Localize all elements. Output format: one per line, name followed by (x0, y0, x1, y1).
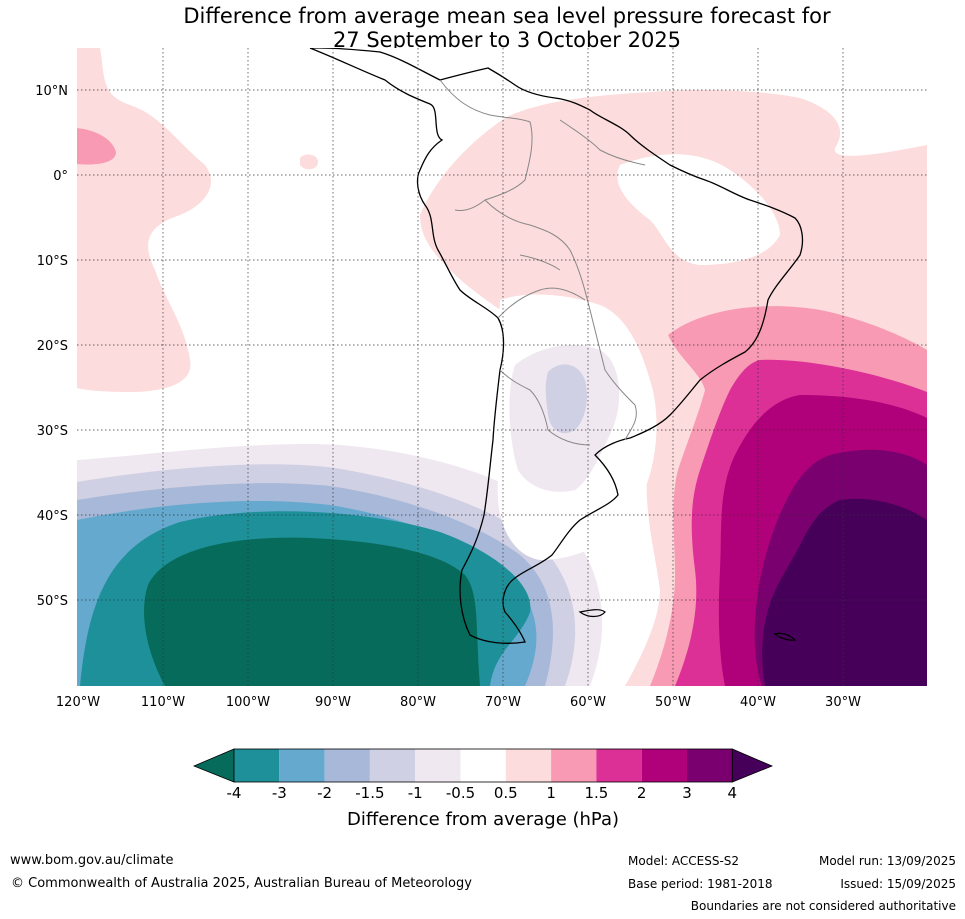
map-panel: 10°N 0° 10°S 20°S 30°S 40°S 50°S 120°W 1… (35, 48, 927, 830)
colorbar-tick-label: 4 (728, 784, 738, 802)
colorbar-tick-label: -1 (408, 784, 423, 802)
colorbar-tick-label: -3 (272, 784, 287, 802)
graticule (77, 48, 927, 686)
lat-label-40s: 40°S (37, 509, 68, 524)
map-title: Difference from average mean sea level p… (0, 4, 965, 52)
map-area (77, 48, 927, 686)
coastline-south-georgia (773, 632, 797, 641)
colorbar-swatch-9 (596, 749, 642, 782)
lon-label-40w: 40°W (740, 695, 776, 710)
lat-label-10n: 10°N (35, 84, 68, 99)
colorbar-swatch-4 (369, 749, 416, 782)
lat-label-10s: 10°S (37, 254, 68, 269)
issued-date: Issued: 15/09/2025 (840, 877, 956, 891)
lat-label-30s: 30°S (37, 424, 68, 439)
colorbar-title: Difference from average (hPa) (347, 809, 619, 830)
colorbar-arrow-left (192, 748, 235, 783)
country-borders (439, 79, 646, 446)
colorbar-tick-label: -2 (317, 784, 332, 802)
longitude-labels: 120°W 110°W 100°W 90°W 80°W 70°W 60°W 50… (56, 695, 861, 710)
colorbar-swatch-5 (415, 749, 461, 782)
colorbar-tick-label: 2 (637, 784, 647, 802)
boundaries-disclaimer: Boundaries are not considered authoritat… (690, 899, 956, 913)
anomaly-neutral-amazon (617, 154, 780, 265)
colorbar: -4 -3 -2 -1.5 -1 -0.5 0.5 1 1.5 2 3 4 Di… (192, 748, 774, 830)
coastline-south-america (309, 48, 804, 644)
anomaly-pos-1-west (77, 128, 116, 165)
anomaly-pos-4 (762, 498, 927, 686)
lat-label-0: 0° (53, 169, 68, 184)
anomaly-pos-0.5-west (77, 48, 211, 392)
colorbar-tick-label: -0.5 (446, 784, 475, 802)
colorbar-tick-label: 0.5 (494, 784, 518, 802)
lon-label-50w: 50°W (655, 695, 691, 710)
title-line-1: Difference from average mean sea level p… (183, 4, 831, 28)
colorbar-outline (233, 748, 733, 783)
colorbar-tick-label: 1.5 (584, 784, 608, 802)
colorbar-arrow-right (731, 748, 774, 783)
lon-label-90w: 90°W (315, 695, 351, 710)
colorbar-tick-label: 3 (682, 784, 692, 802)
colorbar-swatch-7 (505, 749, 552, 782)
copyright-notice: © Commonwealth of Australia 2025, Austra… (11, 876, 472, 891)
colorbar-swatch-11 (687, 749, 733, 782)
colorbar-swatch-2 (279, 749, 325, 782)
anomaly-neg-4 (144, 537, 480, 686)
lon-label-60w: 60°W (570, 695, 606, 710)
base-period: Base period: 1981-2018 (628, 877, 773, 891)
colorbar-tick-label: -4 (227, 784, 242, 802)
latitude-labels: 10°N 0° 10°S 20°S 30°S 40°S 50°S (35, 84, 68, 609)
colorbar-tick-label: 1 (546, 784, 556, 802)
lat-label-50s: 50°S (37, 594, 68, 609)
colorbar-swatch-6 (460, 749, 506, 782)
anomaly-pos-0.5-blob (300, 154, 318, 170)
model-run-date: Model run: 13/09/2025 (818, 854, 956, 868)
lon-label-120w: 120°W (56, 695, 100, 710)
colorbar-swatch-3 (324, 749, 370, 782)
lon-label-100w: 100°W (226, 695, 270, 710)
coastline-falklands (578, 609, 606, 618)
lon-label-110w: 110°W (141, 695, 185, 710)
colorbar-tick-label: -1.5 (355, 784, 384, 802)
model-name: Model: ACCESS-S2 (628, 854, 740, 868)
lat-label-20s: 20°S (37, 339, 68, 354)
website-link[interactable]: www.bom.gov.au/climate (10, 853, 174, 868)
anomaly-neg-1-interior (545, 364, 587, 434)
colorbar-swatch-8 (551, 749, 597, 782)
colorbar-swatch-1 (234, 749, 280, 782)
lon-label-70w: 70°W (485, 695, 521, 710)
colorbar-swatch-10 (641, 749, 687, 782)
lon-label-80w: 80°W (400, 695, 436, 710)
lon-label-30w: 30°W (825, 695, 861, 710)
